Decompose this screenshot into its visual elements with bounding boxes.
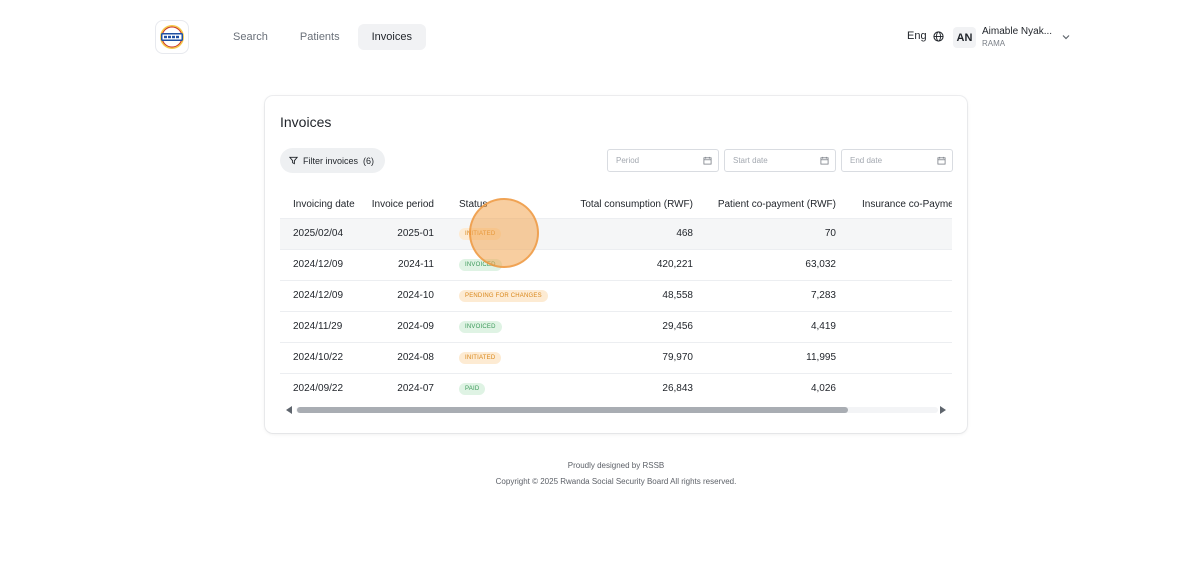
cell-total: 468 bbox=[566, 217, 694, 249]
cell-status: INVOICED bbox=[458, 248, 566, 280]
language-label: Eng bbox=[907, 30, 927, 42]
cell-insurance bbox=[837, 310, 952, 342]
column-insurance-copayment[interactable]: Insurance co-Paymer bbox=[862, 199, 952, 211]
invoices-table: Invoicing date Invoice period Status Tot… bbox=[280, 192, 952, 404]
user-avatar[interactable]: AN bbox=[953, 27, 976, 48]
status-badge: INVOICED bbox=[459, 259, 502, 271]
table-row[interactable]: 2024/12/09 2024-11 INVOICED 420,221 63,0… bbox=[280, 248, 952, 280]
cell-patient: 4,419 bbox=[694, 310, 837, 342]
column-status[interactable]: Status bbox=[459, 199, 488, 211]
user-org: RAMA bbox=[982, 39, 1006, 48]
cell-date: 2024/09/22 bbox=[280, 372, 369, 404]
scroll-right-icon[interactable] bbox=[940, 406, 946, 414]
calendar-icon bbox=[937, 156, 946, 165]
footer-credit: Proudly designed by RSSB bbox=[567, 461, 665, 470]
table-header-row: Invoicing date Invoice period Status Tot… bbox=[280, 192, 952, 218]
cell-date: 2024/10/22 bbox=[280, 341, 369, 373]
status-badge: PENDING FOR CHANGES bbox=[459, 290, 548, 302]
cell-patient: 4,026 bbox=[694, 372, 837, 404]
cell-total: 79,970 bbox=[566, 341, 694, 373]
user-name: Aimable Nyak... bbox=[982, 26, 1053, 37]
cell-insurance bbox=[837, 217, 952, 249]
cell-period: 2024-11 bbox=[369, 248, 458, 280]
footer-copyright: Copyright © 2025 Rwanda Social Security … bbox=[495, 477, 737, 486]
cell-patient: 63,032 bbox=[694, 248, 837, 280]
status-badge: PAID bbox=[459, 383, 486, 396]
cell-insurance bbox=[837, 279, 952, 311]
column-invoicing-date[interactable]: Invoicing date bbox=[293, 199, 355, 211]
cell-total: 29,456 bbox=[566, 310, 694, 342]
cell-total: 26,843 bbox=[566, 372, 694, 404]
cell-period: 2024-10 bbox=[369, 279, 458, 311]
filter-count: (6) bbox=[363, 155, 375, 166]
cell-date: 2024/11/29 bbox=[280, 310, 369, 342]
table-row[interactable]: 2024/09/22 2024-07 PAID 26,843 4,026 bbox=[280, 372, 952, 404]
footer: Proudly designed by RSSB Copyright © 202… bbox=[0, 460, 1200, 488]
scroll-left-icon[interactable] bbox=[286, 406, 292, 414]
table-row[interactable]: 2024/12/09 2024-10 PENDING FOR CHANGES 4… bbox=[280, 279, 952, 311]
globe-icon bbox=[932, 30, 944, 42]
page-title: Invoices bbox=[280, 114, 332, 130]
cell-status: INITIATED bbox=[458, 341, 566, 373]
main-nav: Search Patients Invoices bbox=[219, 24, 426, 50]
cell-date: 2024/12/09 bbox=[280, 279, 369, 311]
invoices-table-container: Invoicing date Invoice period Status Tot… bbox=[280, 192, 952, 406]
table-row[interactable]: 2024/11/29 2024-09 INVOICED 29,456 4,419 bbox=[280, 310, 952, 342]
chevron-down-icon[interactable] bbox=[1061, 32, 1071, 42]
cell-status: PENDING FOR CHANGES bbox=[458, 279, 566, 311]
cell-status: PAID bbox=[458, 372, 566, 404]
table-row[interactable]: 2024/10/22 2024-08 INITIATED 79,970 11,9… bbox=[280, 341, 952, 373]
invoices-card: Invoices Filter invoices (6) Period Star… bbox=[265, 96, 967, 433]
nav-patients[interactable]: Patients bbox=[299, 31, 340, 43]
cell-patient: 11,995 bbox=[694, 341, 837, 373]
calendar-icon bbox=[820, 156, 829, 165]
start-date-picker[interactable]: Start date bbox=[724, 149, 836, 172]
column-patient-copayment[interactable]: Patient co-payment (RWF) bbox=[717, 199, 836, 211]
filter-invoices-button[interactable]: Filter invoices (6) bbox=[280, 148, 386, 173]
cell-patient: 70 bbox=[694, 217, 837, 249]
column-invoice-period[interactable]: Invoice period bbox=[371, 199, 434, 211]
cell-insurance bbox=[837, 372, 952, 404]
table-row[interactable]: 2025/02/04 2025-01 INITIATED 468 70 bbox=[280, 217, 952, 249]
cell-patient: 7,283 bbox=[694, 279, 837, 311]
period-picker[interactable]: Period bbox=[607, 149, 719, 172]
cell-period: 2024-09 bbox=[369, 310, 458, 342]
status-badge: INVOICED bbox=[459, 321, 502, 333]
cell-insurance bbox=[837, 341, 952, 373]
cell-period: 2025-01 bbox=[369, 217, 458, 249]
nav-search[interactable]: Search bbox=[233, 31, 268, 43]
start-date-placeholder: Start date bbox=[733, 156, 768, 165]
status-badge: INITIATED bbox=[459, 352, 502, 364]
user-info[interactable]: Aimable Nyak... RAMA bbox=[982, 26, 1052, 49]
filter-label: Filter invoices bbox=[303, 155, 359, 166]
cell-date: 2025/02/04 bbox=[280, 217, 369, 249]
filter-icon bbox=[289, 156, 298, 165]
calendar-icon bbox=[703, 156, 712, 165]
cell-status: INITIATED bbox=[458, 217, 566, 249]
cell-total: 48,558 bbox=[566, 279, 694, 311]
language-selector[interactable]: Eng bbox=[907, 30, 944, 42]
cell-insurance bbox=[837, 248, 952, 280]
rssb-logo[interactable] bbox=[155, 20, 189, 54]
nav-invoices[interactable]: Invoices bbox=[357, 24, 426, 50]
end-date-placeholder: End date bbox=[850, 156, 883, 165]
cell-status: INVOICED bbox=[458, 310, 566, 342]
rssb-logo-mark bbox=[160, 25, 184, 49]
cell-date: 2024/12/09 bbox=[280, 248, 369, 280]
cell-period: 2024-08 bbox=[369, 341, 458, 373]
cell-total: 420,221 bbox=[566, 248, 694, 280]
end-date-picker[interactable]: End date bbox=[841, 149, 953, 172]
period-placeholder: Period bbox=[616, 156, 640, 165]
scrollbar-thumb[interactable] bbox=[297, 407, 848, 413]
column-total-consumption[interactable]: Total consumption (RWF) bbox=[580, 199, 693, 211]
horizontal-scrollbar[interactable] bbox=[282, 405, 952, 415]
cell-period: 2024-07 bbox=[369, 372, 458, 404]
status-badge: INITIATED bbox=[459, 228, 502, 240]
